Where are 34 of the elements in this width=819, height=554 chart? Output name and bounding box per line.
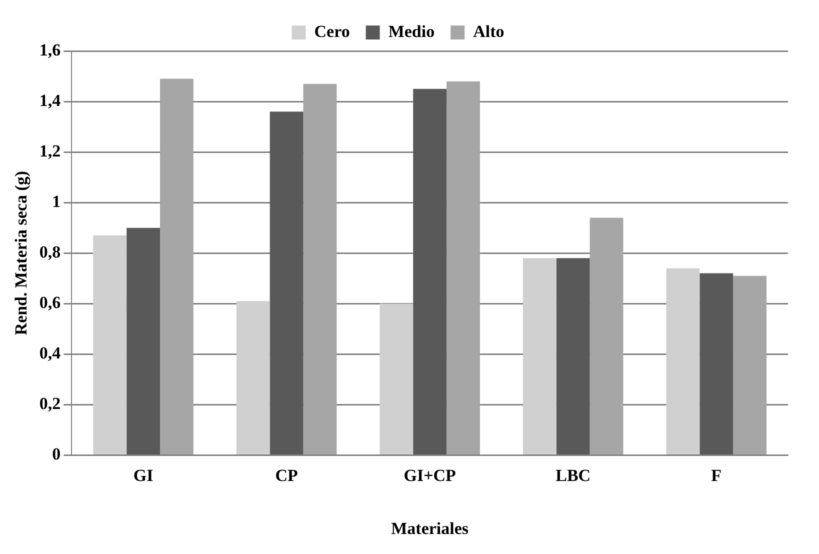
bar	[556, 258, 590, 454]
bar	[666, 268, 700, 454]
y-tick-label: 0,8	[39, 242, 61, 262]
bar	[160, 78, 194, 454]
bar	[303, 84, 337, 454]
bar	[380, 304, 414, 454]
y-tick-label: 1	[52, 192, 61, 211]
legend-label: Medio	[388, 22, 435, 41]
bar	[93, 235, 127, 454]
x-tick-label: LBC	[556, 466, 591, 485]
x-tick-label: CP	[275, 466, 298, 485]
bar	[270, 112, 304, 454]
y-tick-label: 1,6	[39, 40, 61, 60]
x-tick-label: F	[711, 466, 722, 485]
y-tick-label: 0	[52, 444, 61, 464]
bar	[413, 88, 447, 454]
bar	[522, 258, 556, 454]
y-tick-label: 1,4	[39, 90, 62, 110]
bar	[733, 276, 767, 454]
bar	[446, 81, 480, 454]
bar	[590, 218, 624, 454]
x-tick-label: GI	[133, 466, 154, 485]
legend-label: Cero	[314, 22, 350, 41]
bar	[126, 228, 160, 454]
bar	[700, 273, 734, 454]
x-tick-label: GI+CP	[404, 466, 456, 485]
y-tick-label: 0,2	[39, 394, 61, 414]
bar	[236, 301, 270, 454]
y-tick-label: 0,4	[39, 344, 62, 363]
y-tick-label: 0,6	[39, 293, 61, 312]
y-tick-label: 1,2	[39, 141, 61, 160]
legend-label: Alto	[473, 22, 504, 41]
y-axis-title: Rend. Materia seca (g)	[12, 170, 31, 336]
x-axis-title: Materiales	[391, 519, 469, 538]
